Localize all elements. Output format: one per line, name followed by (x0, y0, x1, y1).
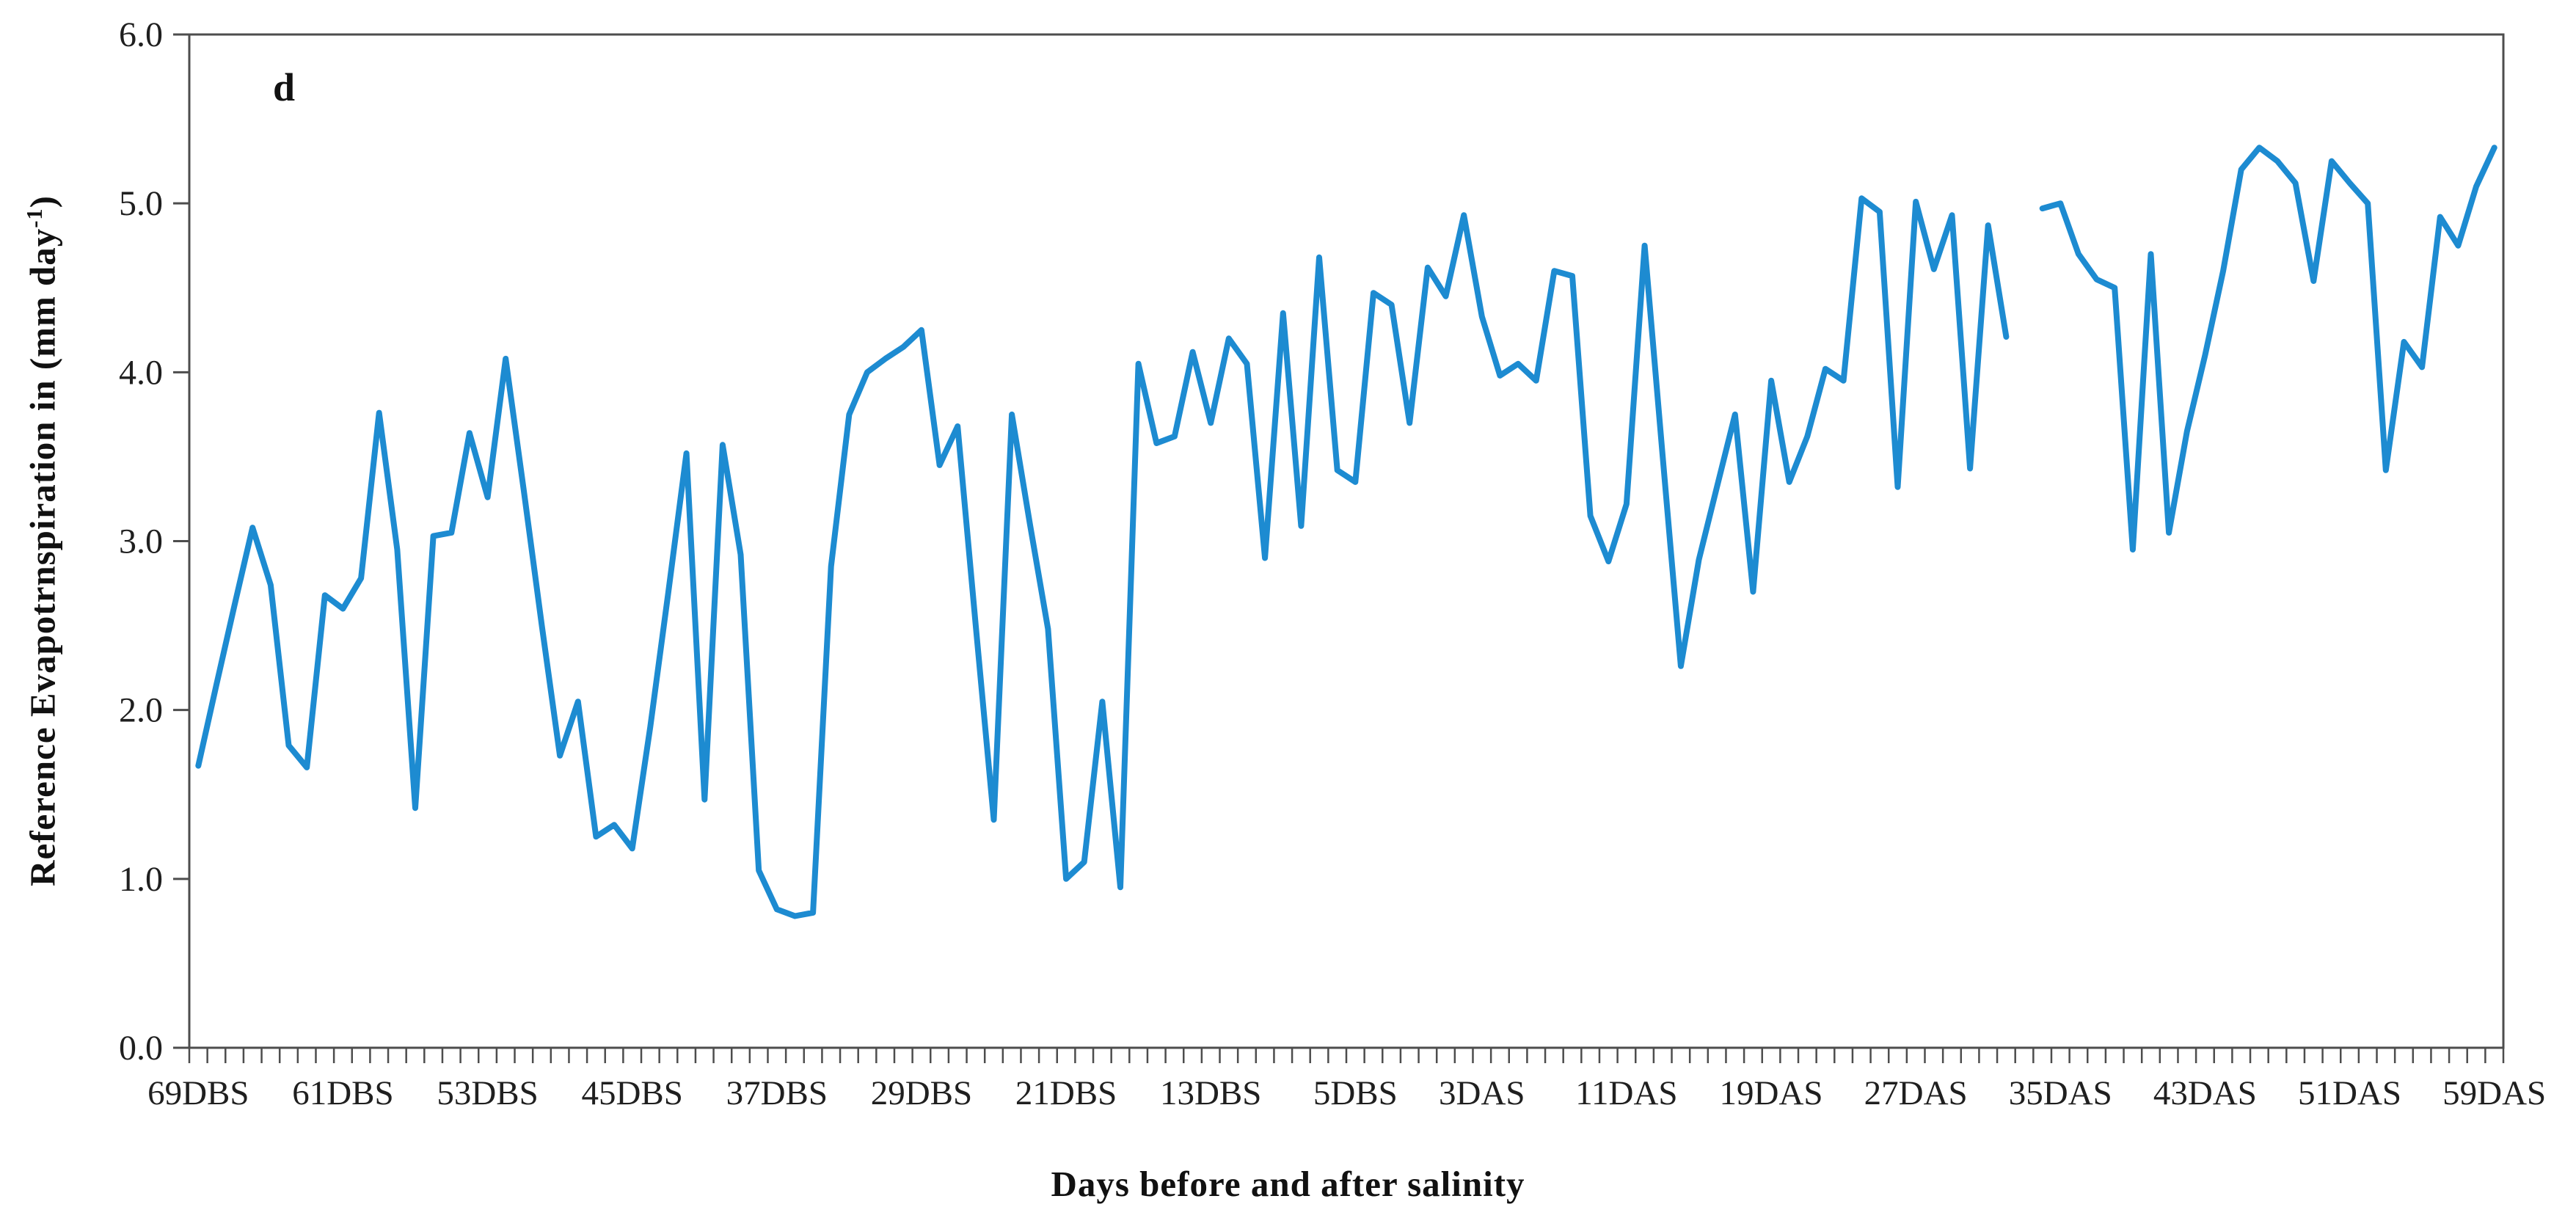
x-axis-title: Days before and after salinity (1051, 1164, 1525, 1204)
x-tick-label: 11DAS (1575, 1074, 1677, 1112)
y-axis-title-suffix: ) (22, 195, 63, 208)
x-tick-label: 51DAS (2298, 1074, 2401, 1112)
y-tick-label: 0.0 (119, 1029, 163, 1068)
y-axis-title-superscript: -1 (22, 208, 48, 228)
x-tick-label: 13DBS (1160, 1074, 1261, 1112)
y-tick-label: 1.0 (119, 860, 163, 899)
x-tick-label: 69DBS (147, 1074, 249, 1112)
y-axis-title-text: Reference Evapotrnspiration in (mm day (22, 227, 63, 886)
x-tick-label: 43DAS (2153, 1074, 2257, 1112)
panel-letter-label: d (273, 65, 296, 109)
x-tick-label: 3DAS (1439, 1074, 1525, 1112)
x-tick-label: 45DBS (581, 1074, 682, 1112)
x-tick-label: 5DBS (1313, 1074, 1398, 1112)
y-tick-label: 4.0 (119, 353, 163, 392)
reference-evapotranspiration-series-line (195, 145, 2497, 919)
y-tick-label: 6.0 (119, 15, 163, 54)
x-tick-label: 61DBS (292, 1074, 393, 1112)
x-tick-label: 29DBS (871, 1074, 972, 1112)
x-tick-label: 21DBS (1015, 1074, 1117, 1112)
y-tick-label: 3.0 (119, 522, 163, 561)
x-tick-label: 37DBS (726, 1074, 828, 1112)
x-tick-label: 27DAS (1864, 1074, 1968, 1112)
plot-border (188, 33, 2505, 1049)
x-tick-label: 35DAS (2009, 1074, 2112, 1112)
x-tick-label: 59DAS (2442, 1074, 2546, 1112)
x-tick-label: 19DAS (1720, 1074, 1823, 1112)
y-axis-title: Reference Evapotrnspiration in (mm day-1… (22, 195, 64, 886)
x-tick-label: 53DBS (437, 1074, 538, 1112)
y-tick-label: 2.0 (119, 691, 163, 730)
y-tick-label: 5.0 (119, 184, 163, 223)
